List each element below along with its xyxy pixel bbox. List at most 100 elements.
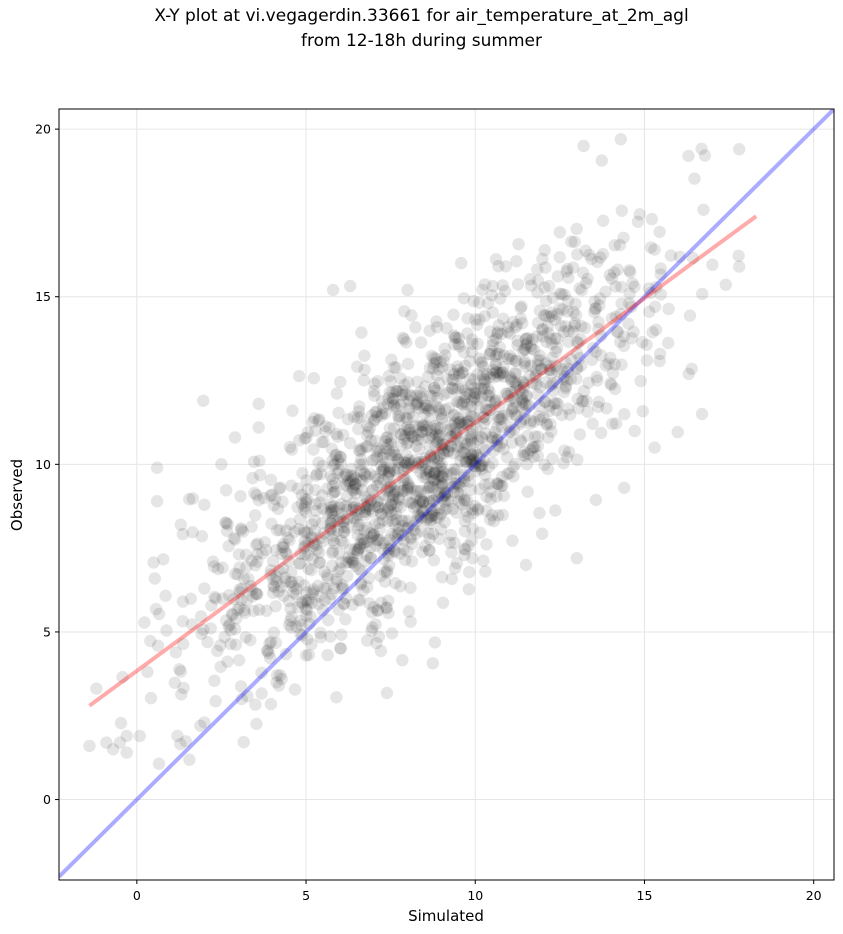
scatter-point: [300, 586, 314, 599]
scatter-point: [396, 331, 409, 344]
scatter-point: [454, 397, 468, 410]
scatter-point: [494, 292, 507, 305]
scatter-point: [591, 255, 604, 269]
scatter-point: [441, 386, 454, 399]
scatter-point: [485, 509, 499, 522]
scatter-point: [459, 454, 472, 468]
scatter-point: [622, 317, 635, 330]
scatter-point: [410, 439, 423, 453]
scatter-point: [509, 367, 522, 380]
scatter-point: [570, 361, 583, 374]
scatter-point: [615, 280, 628, 294]
scatter-point: [355, 483, 369, 497]
scatter-point: [334, 375, 347, 389]
scatter-point: [562, 402, 575, 415]
scatter-point: [484, 403, 497, 417]
scatter-point: [452, 417, 465, 430]
scatter-point: [194, 610, 208, 623]
scatter-point: [543, 359, 557, 373]
scatter-point: [270, 669, 284, 682]
chart-title-line-1: X-Y plot at vi.vegagerdin.33661 for air_…: [154, 6, 689, 26]
scatter-point: [368, 518, 381, 531]
scatter-point: [611, 263, 624, 276]
scatter-point: [387, 398, 401, 412]
scatter-point: [314, 467, 328, 481]
scatter-point: [346, 598, 359, 611]
scatter-point: [366, 621, 379, 634]
scatter-point: [433, 490, 446, 503]
scatter-point: [370, 405, 383, 419]
scatter-point: [412, 456, 425, 469]
scatter-point: [332, 603, 345, 616]
scatter-point: [177, 681, 190, 695]
scatter-point: [387, 493, 400, 506]
scatter-point: [438, 489, 452, 502]
scatter-point: [453, 340, 466, 353]
scatter-point: [508, 375, 521, 389]
scatter-point: [357, 532, 370, 546]
scatter-point: [307, 372, 320, 385]
scatter-point: [405, 430, 418, 443]
scatter-point: [546, 384, 560, 398]
scatter-point: [381, 515, 394, 528]
scatter-point: [523, 417, 537, 430]
scatter-point: [293, 513, 307, 526]
scatter-point: [421, 485, 434, 498]
scatter-point: [416, 495, 429, 508]
scatter-point: [269, 600, 282, 613]
scatter-point: [197, 394, 210, 407]
scatter-point: [439, 486, 452, 499]
scatter-point: [282, 618, 296, 632]
scatter-point: [553, 287, 567, 300]
scatter-point: [179, 735, 192, 748]
scatter-point: [253, 603, 266, 616]
scatter-point: [367, 529, 380, 542]
scatter-point: [476, 372, 490, 386]
scatter-point: [380, 431, 393, 444]
scatter-point: [541, 320, 555, 333]
scatter-point: [536, 323, 549, 337]
scatter-point: [382, 467, 395, 481]
scatter-point: [294, 614, 307, 627]
scatter-point: [434, 356, 447, 369]
scatter-point: [388, 449, 401, 462]
scatter-point: [482, 382, 495, 395]
scatter-point: [285, 566, 298, 579]
scatter-point: [296, 467, 309, 480]
scatter-point: [431, 478, 444, 492]
scatter-point: [513, 383, 527, 397]
x-axis-label: Simulated: [408, 907, 484, 925]
scatter-point: [280, 548, 293, 561]
scatter-point: [332, 406, 345, 420]
scatter-point: [307, 585, 320, 598]
scatter-point: [427, 381, 441, 395]
scatter-point: [623, 287, 636, 300]
scatter-point: [301, 526, 314, 539]
scatter-point: [388, 518, 401, 531]
scatter-point: [471, 337, 484, 350]
scatter-point: [320, 582, 333, 595]
scatter-point: [409, 321, 422, 334]
scatter-point: [433, 421, 447, 435]
scatter-point: [321, 506, 334, 519]
scatter-point: [400, 437, 413, 450]
scatter-point: [411, 433, 424, 446]
scatter-point: [392, 522, 405, 536]
scatter-point: [505, 372, 518, 386]
scatter-point: [324, 516, 338, 530]
scatter-point: [220, 516, 233, 530]
scatter-point: [357, 374, 370, 387]
scatter-point: [232, 654, 246, 667]
scatter-point: [384, 448, 397, 462]
scatter-point: [653, 347, 667, 361]
scatter-point: [380, 566, 394, 579]
scatter-point: [447, 433, 460, 447]
scatter-point: [310, 469, 323, 482]
scatter-point: [425, 401, 438, 415]
scatter-point: [531, 388, 544, 401]
scatter-point: [248, 486, 261, 500]
scatter-point: [335, 582, 349, 595]
scatter-point: [436, 466, 449, 479]
scatter-point: [422, 481, 435, 495]
scatter-point: [587, 341, 600, 355]
